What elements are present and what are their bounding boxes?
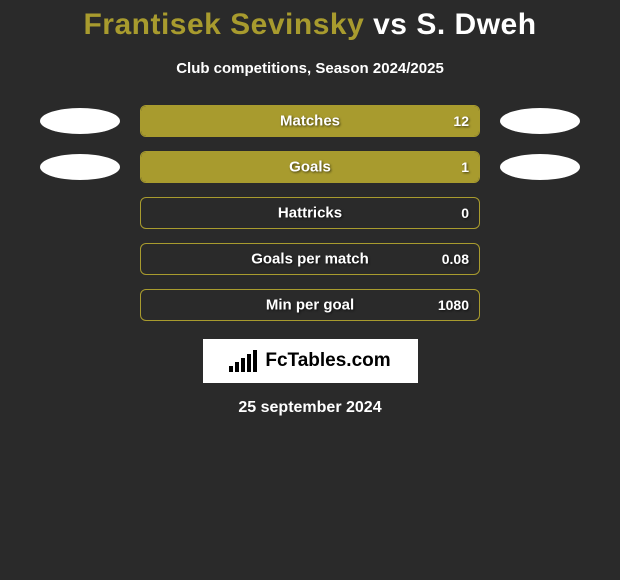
left-spacer	[40, 292, 120, 318]
left-ellipse	[40, 154, 120, 180]
fctables-logo: FcTables.com	[203, 339, 418, 383]
right-ellipse	[500, 154, 580, 180]
bar-label: Hattricks	[278, 205, 342, 222]
bar-label: Goals	[289, 159, 331, 176]
stat-row: Hattricks 0	[0, 197, 620, 229]
stat-bar: Hattricks 0	[140, 197, 480, 229]
bar-value: 0	[461, 205, 469, 221]
subtitle: Club competitions, Season 2024/2025	[0, 60, 620, 77]
right-spacer	[500, 292, 580, 318]
stat-bar: Matches 12	[140, 105, 480, 137]
comparison-title: Frantisek Sevinsky vs S. Dweh	[0, 8, 620, 42]
stats-rows: Matches 12 Goals 1 Hattricks 0 Goals per match…	[0, 105, 620, 321]
date-text: 25 september 2024	[0, 399, 620, 417]
stat-row: Goals per match 0.08	[0, 243, 620, 275]
player1-name: Frantisek Sevinsky	[83, 8, 364, 41]
bar-value: 1	[461, 159, 469, 175]
bar-value: 1080	[438, 297, 469, 313]
bar-label: Min per goal	[266, 297, 354, 314]
stat-row: Min per goal 1080	[0, 289, 620, 321]
vs-text: vs	[373, 8, 407, 41]
player2-name: S. Dweh	[416, 8, 536, 41]
bar-label: Matches	[280, 113, 340, 130]
left-spacer	[40, 200, 120, 226]
bar-label: Goals per match	[251, 251, 369, 268]
stat-row: Goals 1	[0, 151, 620, 183]
chart-icon	[229, 350, 259, 372]
bar-value: 12	[453, 113, 469, 129]
left-spacer	[40, 246, 120, 272]
stat-bar: Goals 1	[140, 151, 480, 183]
right-ellipse	[500, 108, 580, 134]
right-spacer	[500, 246, 580, 272]
stat-bar: Min per goal 1080	[140, 289, 480, 321]
left-ellipse	[40, 108, 120, 134]
logo-text: FcTables.com	[265, 350, 390, 372]
bar-value: 0.08	[442, 251, 469, 267]
right-spacer	[500, 200, 580, 226]
stat-row: Matches 12	[0, 105, 620, 137]
stat-bar: Goals per match 0.08	[140, 243, 480, 275]
